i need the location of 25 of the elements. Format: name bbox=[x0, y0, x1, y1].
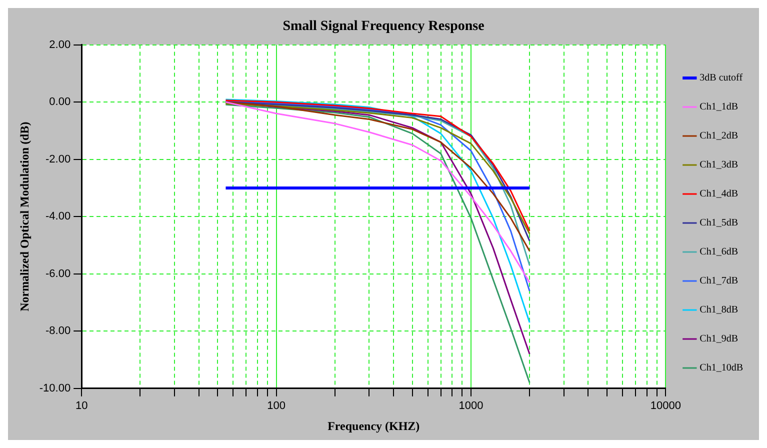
chart-title: Small Signal Frequency Response bbox=[282, 19, 484, 34]
y-tick-label: 2.00 bbox=[49, 38, 71, 51]
y-tick-label: -2.00 bbox=[46, 153, 71, 166]
legend-label: Ch1_6dB bbox=[700, 246, 738, 258]
legend-label: Ch1_9dB bbox=[700, 334, 738, 345]
legend-label: Ch1_2dB bbox=[700, 130, 738, 142]
legend-label: 3dB cutoff bbox=[700, 72, 744, 84]
legend-label: Ch1_8dB bbox=[700, 304, 738, 316]
y-tick-label: 0.00 bbox=[49, 96, 71, 108]
x-tick-label: 1000 bbox=[458, 400, 484, 412]
y-tick-label: -10.00 bbox=[39, 382, 71, 394]
y-tick-label: -8.00 bbox=[46, 325, 71, 338]
legend-label: Ch1_3dB bbox=[700, 160, 738, 171]
legend-label: Ch1_4dB bbox=[700, 188, 738, 200]
x-axis-title: Frequency (KHZ) bbox=[328, 418, 420, 433]
legend-label: Ch1_7dB bbox=[700, 276, 738, 287]
y-tick-label: -6.00 bbox=[46, 268, 71, 280]
y-tick-label: -4.00 bbox=[46, 210, 71, 223]
legend-label: Ch1_5dB bbox=[700, 218, 738, 229]
x-tick-label: 100 bbox=[267, 400, 286, 412]
x-tick-label: 10000 bbox=[650, 400, 681, 412]
legend-label: Ch1_10dB bbox=[700, 362, 744, 374]
legend-label: Ch1_1dB bbox=[700, 102, 738, 113]
y-axis-title: Normalized Optical Modulation (dB) bbox=[17, 122, 32, 312]
x-tick-label: 10 bbox=[75, 400, 88, 412]
